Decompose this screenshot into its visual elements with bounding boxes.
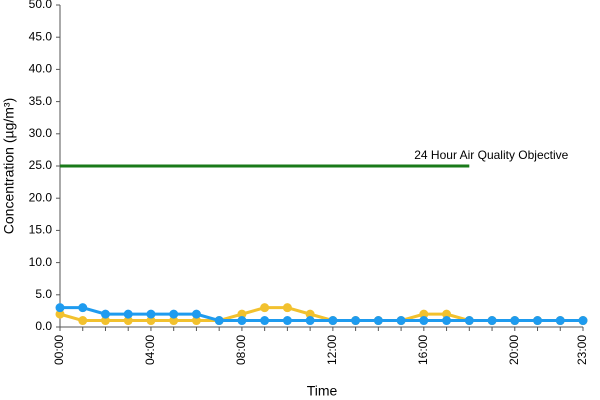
x-tick-label: 04:00 bbox=[143, 335, 157, 365]
point bbox=[260, 303, 270, 313]
point bbox=[169, 316, 179, 326]
x-tick-label: 08:00 bbox=[234, 335, 248, 365]
point bbox=[373, 316, 383, 326]
x-axis-title: Time bbox=[307, 383, 338, 399]
y-tick-label: 25.0 bbox=[29, 158, 53, 172]
point bbox=[191, 309, 201, 319]
point bbox=[146, 316, 156, 326]
y-tick-label: 45.0 bbox=[29, 29, 53, 43]
x-tick-label: 12:00 bbox=[325, 335, 339, 365]
point bbox=[123, 316, 133, 326]
point bbox=[351, 316, 361, 326]
point bbox=[237, 309, 247, 319]
point bbox=[487, 316, 497, 326]
point bbox=[100, 309, 110, 319]
point bbox=[55, 309, 65, 319]
point bbox=[78, 316, 88, 326]
line-label: 24 Hour Air Quality Objective bbox=[414, 148, 568, 162]
y-tick-label: 30.0 bbox=[29, 126, 53, 140]
point bbox=[464, 316, 474, 326]
point bbox=[510, 316, 520, 326]
point bbox=[191, 316, 201, 326]
y-tick-label: 10.0 bbox=[29, 255, 53, 269]
y-tick-label: 5.0 bbox=[35, 287, 52, 301]
y-tick-label: 15.0 bbox=[29, 223, 53, 237]
point bbox=[419, 316, 429, 326]
x-tick-label: 16:00 bbox=[416, 335, 430, 365]
point bbox=[282, 316, 292, 326]
y-axis-title: Concentration (µg/m³) bbox=[1, 98, 17, 234]
x-tick-label: 20:00 bbox=[507, 335, 521, 365]
point bbox=[282, 303, 292, 313]
point bbox=[396, 316, 406, 326]
y-tick-label: 20.0 bbox=[29, 190, 53, 204]
y-tick-label: 35.0 bbox=[29, 94, 53, 108]
point bbox=[123, 309, 133, 319]
y-tick-label: 0.0 bbox=[35, 319, 52, 333]
x-tick-label: 00:00 bbox=[52, 335, 66, 365]
point bbox=[442, 316, 452, 326]
y-tick-label: 40.0 bbox=[29, 62, 53, 76]
point bbox=[146, 309, 156, 319]
point bbox=[260, 316, 270, 326]
point bbox=[305, 316, 315, 326]
point bbox=[419, 309, 429, 319]
point bbox=[305, 309, 315, 319]
y-tick-label: 50.0 bbox=[29, 0, 53, 11]
point bbox=[169, 309, 179, 319]
point bbox=[442, 309, 452, 319]
point bbox=[578, 316, 588, 326]
point bbox=[555, 316, 565, 326]
point bbox=[100, 316, 110, 326]
x-tick-label: 23:00 bbox=[575, 335, 589, 365]
point bbox=[214, 316, 224, 326]
point bbox=[78, 303, 88, 313]
point bbox=[55, 303, 65, 313]
point bbox=[328, 316, 338, 326]
point bbox=[533, 316, 543, 326]
point bbox=[237, 316, 247, 326]
